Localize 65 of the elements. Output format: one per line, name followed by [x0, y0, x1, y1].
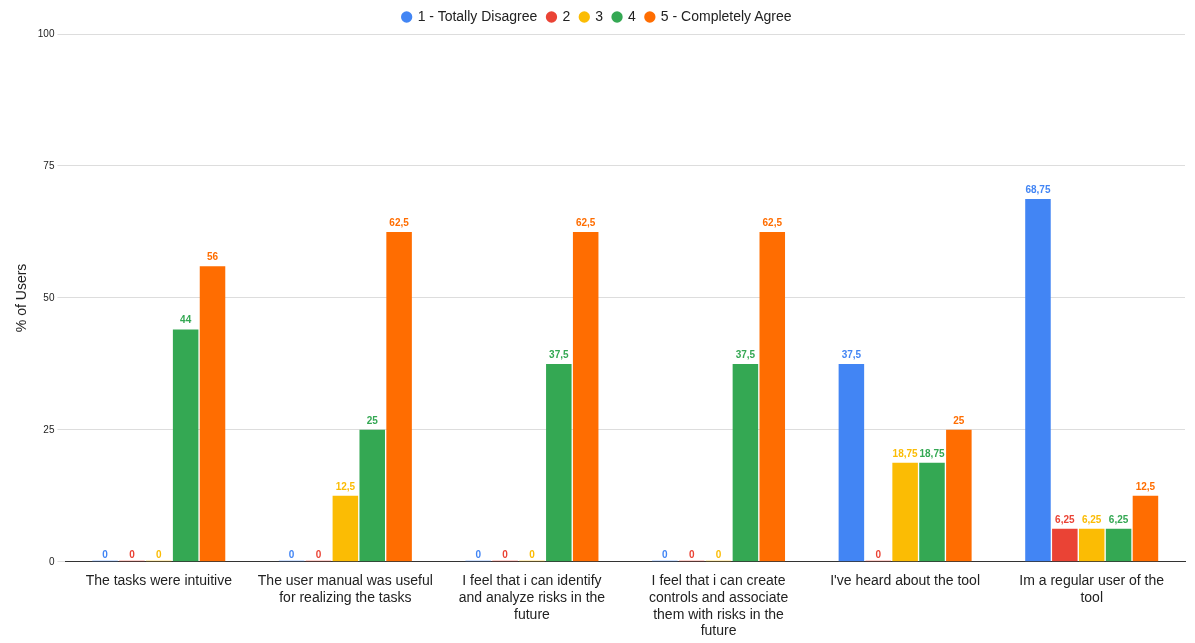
- bar: [732, 363, 759, 562]
- data-label: 62,5: [575, 216, 596, 228]
- legend-label: 2: [562, 7, 571, 24]
- bar: [919, 462, 945, 562]
- bar: [1132, 495, 1159, 562]
- data-label: 0: [102, 548, 109, 560]
- data-label: 6,25: [1081, 513, 1102, 525]
- data-label: 0: [688, 548, 695, 560]
- data-label: 0: [529, 548, 536, 560]
- y-tick-label: 25: [43, 423, 55, 435]
- bar: [1078, 528, 1105, 562]
- bar: [1052, 528, 1078, 562]
- data-label: 12,5: [1135, 480, 1156, 492]
- data-label: 12,5: [335, 480, 356, 492]
- y-tick-label: 75: [43, 159, 55, 171]
- x-tick-label: The tasks were intuitive: [85, 572, 233, 589]
- data-label: 0: [715, 548, 722, 560]
- data-label: 25: [953, 414, 965, 426]
- bar: [332, 495, 359, 562]
- bar: [359, 429, 385, 562]
- y-axis-title: % of Users: [13, 263, 30, 333]
- y-tick-label: 100: [37, 27, 55, 39]
- data-label: 37,5: [841, 348, 862, 360]
- data-label: 6,25: [1055, 513, 1076, 525]
- data-label: 0: [875, 548, 882, 560]
- data-label: 68,75: [1025, 183, 1051, 195]
- x-tick-label: Im a regular user of the tool: [1019, 572, 1165, 605]
- data-label: 37,5: [549, 348, 569, 360]
- data-label: 0: [502, 548, 509, 560]
- data-label: 37,5: [735, 348, 756, 360]
- data-label: 18,75: [919, 447, 945, 459]
- data-label: 0: [156, 548, 162, 560]
- x-tick-label: I feel that i can create controls and associate them with risks in the future: [648, 572, 789, 639]
- bar: [172, 329, 199, 562]
- bar: [759, 231, 786, 562]
- bar: [838, 363, 865, 562]
- x-tick-label: The user manual was useful for realizing the tasks: [257, 572, 433, 605]
- bar: [1105, 528, 1132, 562]
- bar: [892, 462, 918, 562]
- legend-label: 4: [628, 7, 637, 24]
- y-tick-label: 0: [48, 555, 55, 567]
- data-label: 0: [288, 548, 295, 560]
- data-label: 25: [366, 414, 379, 426]
- data-label: 0: [662, 548, 669, 560]
- bar: [572, 231, 599, 562]
- bar: [1025, 198, 1051, 562]
- data-label: 18,75: [892, 447, 919, 459]
- data-label: 6,25: [1108, 513, 1129, 525]
- data-label: 0: [129, 548, 136, 560]
- bar: [946, 429, 972, 562]
- data-label: 0: [315, 548, 322, 560]
- x-tick-label: I've heard about the tool: [830, 572, 981, 589]
- bar: [386, 231, 412, 562]
- y-tick-label: 50: [43, 291, 55, 303]
- legend-label: 1 - Totally Disagree: [417, 7, 538, 24]
- bar: [199, 266, 226, 562]
- data-label: 44: [180, 314, 192, 326]
- data-label: 62,5: [762, 216, 783, 228]
- legend-label: 3: [595, 7, 604, 24]
- data-label: 56: [206, 250, 219, 262]
- data-label: 0: [475, 548, 482, 560]
- data-label: 62,5: [389, 216, 410, 228]
- x-tick-label: I feel that i can identify and analyze risks in the future: [458, 572, 606, 622]
- legend-label: 5 - Completely Agree: [660, 7, 792, 24]
- bar: [546, 363, 572, 562]
